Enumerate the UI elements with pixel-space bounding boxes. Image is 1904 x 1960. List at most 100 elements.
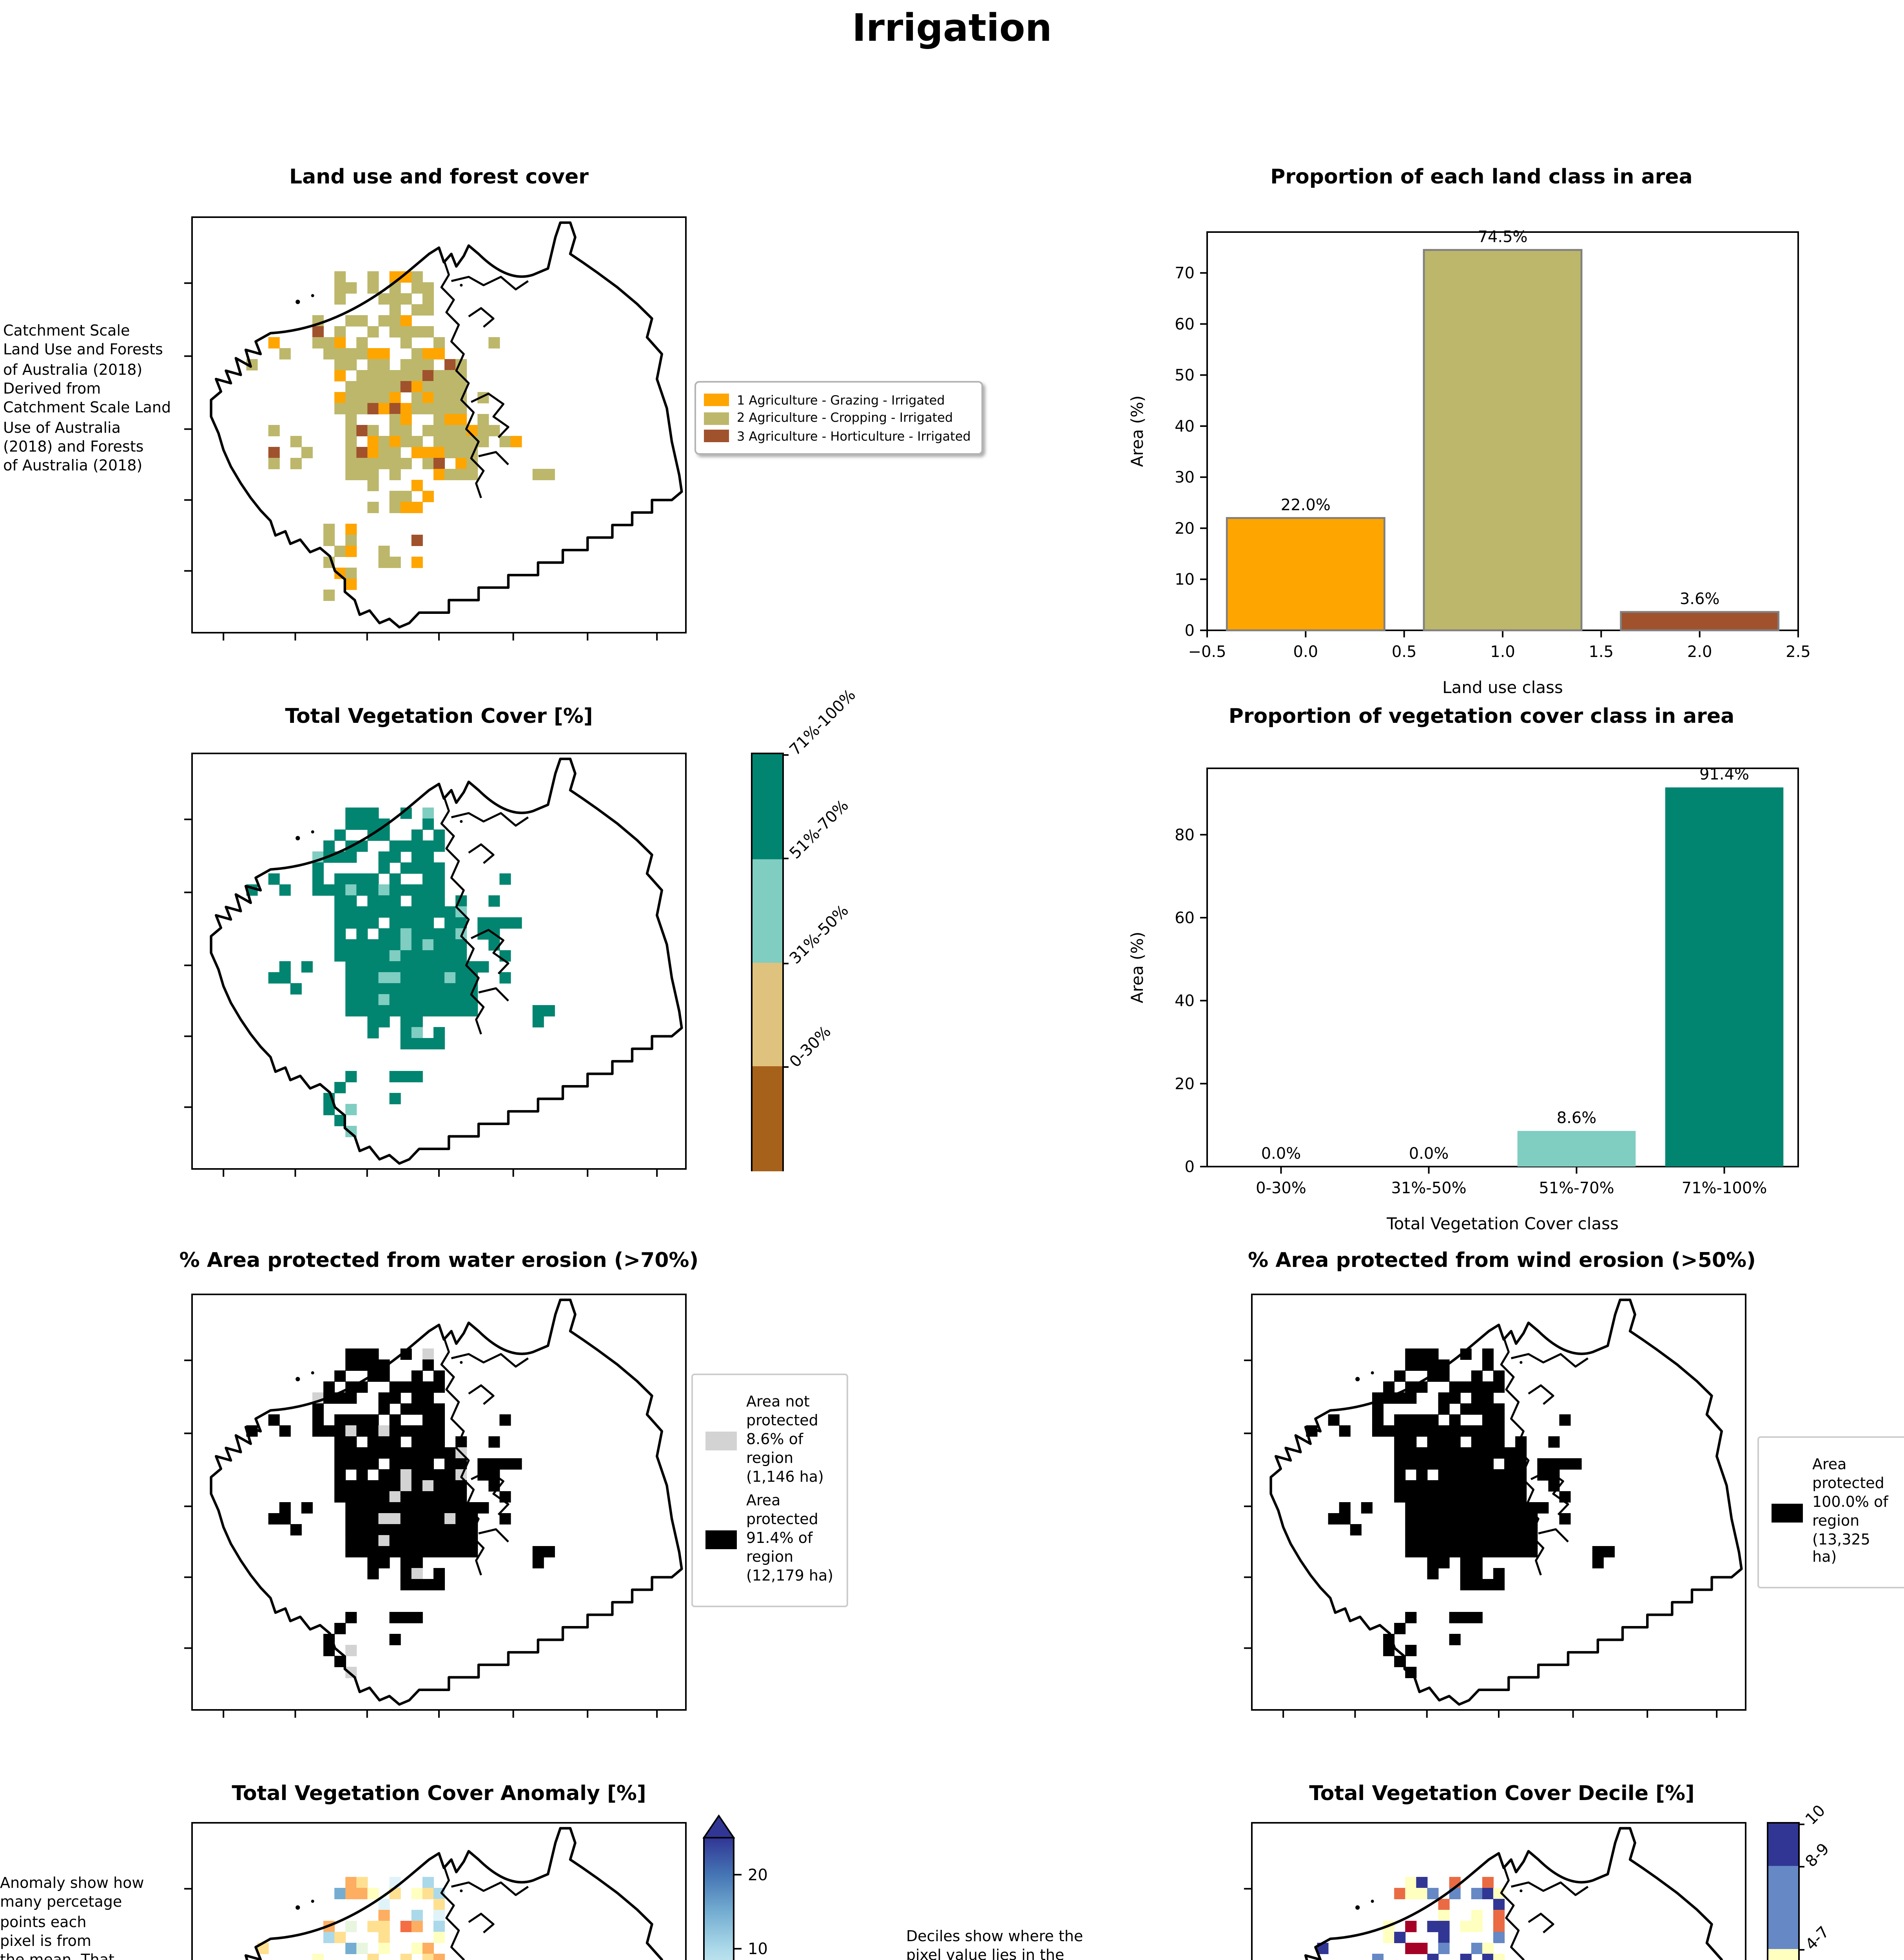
colorbar-extend-max bbox=[702, 1814, 735, 1838]
estuary-outline bbox=[1501, 1338, 1588, 1575]
x-tick-label: 0-30% bbox=[1256, 1179, 1306, 1197]
island-dot bbox=[1371, 1900, 1374, 1903]
colorbar-segment bbox=[753, 962, 782, 1067]
island-dot bbox=[296, 836, 300, 840]
axis-ticks bbox=[184, 282, 658, 641]
bar-value-label: 91.4% bbox=[1699, 766, 1749, 784]
island-dot bbox=[460, 1361, 463, 1364]
x-tick-label: 1.0 bbox=[1490, 643, 1515, 661]
legend-item: Area protected 100.0% of region (13,325 … bbox=[1772, 1457, 1894, 1568]
colorbar-segment bbox=[1768, 1948, 1798, 1960]
panel-title-land-class-chart: Proportion of each land class in area bbox=[1270, 166, 1693, 190]
colorbar-label: 4-7 bbox=[1803, 1923, 1833, 1954]
panel-title-anomaly-map: Total Vegetation Cover Anomaly [%] bbox=[232, 1783, 646, 1806]
legend-label: Area not protected 8.6% of region (1,146… bbox=[746, 1394, 824, 1486]
y-tick-label: 0 bbox=[1185, 1158, 1195, 1176]
island-dot bbox=[1520, 1361, 1523, 1364]
estuary-outline bbox=[441, 260, 528, 498]
map-frame bbox=[191, 216, 687, 633]
bar bbox=[1665, 787, 1784, 1167]
legend-item: 3 Agriculture - Horticulture - Irrigated bbox=[704, 429, 971, 443]
map-frame bbox=[1251, 1822, 1746, 1960]
anomaly-map bbox=[184, 1822, 687, 1960]
legend-label: Area protected 100.0% of region (13,325 … bbox=[1812, 1457, 1888, 1567]
axis-ticks bbox=[1244, 1359, 1718, 1718]
catchment-boundary bbox=[211, 1300, 682, 1704]
grazing-swatch bbox=[704, 394, 729, 406]
axis-ticks bbox=[184, 1359, 658, 1718]
y-tick-label: 0 bbox=[1185, 622, 1195, 640]
island-dot bbox=[311, 294, 314, 298]
panel-title-veg-cover-map: Total Vegetation Cover [%] bbox=[285, 706, 593, 729]
colorbar-label: 31%-50% bbox=[787, 902, 853, 967]
map-frame bbox=[191, 1294, 687, 1711]
water-erosion-map bbox=[184, 1294, 687, 1718]
bar bbox=[1423, 249, 1583, 632]
island-dot bbox=[296, 299, 300, 304]
island-dot bbox=[460, 820, 463, 823]
colorbar-label: 51%-70% bbox=[787, 798, 853, 864]
panel-title-land-use-map: Land use and forest cover bbox=[289, 166, 589, 190]
map-frame bbox=[1251, 1294, 1746, 1711]
x-tick-label: 2.0 bbox=[1687, 643, 1712, 661]
map-frame bbox=[191, 753, 687, 1170]
page-title: Irrigation bbox=[852, 6, 1052, 50]
island-dot bbox=[311, 830, 314, 834]
estuary-outline bbox=[441, 797, 528, 1034]
estuary-outline bbox=[1501, 1866, 1588, 1960]
catchment-boundary bbox=[211, 223, 682, 627]
island-dot bbox=[296, 1377, 300, 1381]
protected-swatch bbox=[1772, 1503, 1803, 1522]
y-tick-label: 10 bbox=[1175, 571, 1195, 589]
water-erosion-legend: Area not protected 8.6% of region (1,146… bbox=[691, 1374, 848, 1607]
island-dot bbox=[311, 1900, 314, 1903]
x-axis-label: Total Vegetation Cover class bbox=[1386, 1214, 1619, 1233]
island-dot bbox=[296, 1905, 300, 1910]
island-dot bbox=[1371, 1371, 1374, 1375]
y-tick-label: 20 bbox=[1175, 1075, 1195, 1093]
not-protected-swatch bbox=[705, 1431, 737, 1450]
y-tick-label: 40 bbox=[1175, 992, 1195, 1010]
panel-title-wind-erosion-map: % Area protected from wind erosion (>50%… bbox=[1248, 1250, 1756, 1273]
y-tick-label: 50 bbox=[1175, 367, 1195, 385]
colorbar-tick bbox=[782, 1066, 789, 1067]
colorbar-label: 0-30% bbox=[787, 1023, 835, 1071]
horticulture-swatch bbox=[704, 430, 729, 442]
land-use-legend: 1 Agriculture - Grazing - Irrigated 2 Ag… bbox=[695, 381, 983, 455]
bar-value-label: 8.6% bbox=[1557, 1109, 1597, 1127]
bar-value-label: 74.5% bbox=[1478, 228, 1527, 246]
plot-frame bbox=[1206, 768, 1799, 1167]
land-class-bar-chart: 0 10 20 30 40 50 60 70 −0.5 0.0 0.5 1.0 1.5 2.0 2.5 22.… bbox=[1128, 228, 1811, 697]
catchment-boundary bbox=[211, 759, 682, 1163]
colorbar-tick bbox=[1798, 1865, 1804, 1867]
veg-class-bar-chart: 0 20 40 60 80 0-30% 31%-50% 51%-70% 71%-100% 0.0%… bbox=[1128, 766, 1799, 1233]
pixel-layer bbox=[246, 1348, 555, 1678]
estuary-outline bbox=[441, 1866, 528, 1960]
anomaly-colorbar: 20100−10−20 bbox=[702, 1814, 768, 1960]
axis-ticks bbox=[1244, 1888, 1251, 1890]
x-tick-label: 71%-100% bbox=[1682, 1179, 1767, 1197]
veg-cover-colorbar: 0-30% 31%-50% 51%-70% 71%-100% bbox=[751, 687, 860, 1171]
colorbar-segment bbox=[753, 858, 782, 963]
bar bbox=[1226, 517, 1385, 632]
legend-item: 1 Agriculture - Grazing - Irrigated bbox=[704, 393, 971, 407]
island-dot bbox=[1520, 1889, 1523, 1893]
colorbar-tick bbox=[1798, 1948, 1804, 1950]
y-tick-label: 20 bbox=[1175, 519, 1195, 537]
panel-title-water-erosion-map: % Area protected from water erosion (>70… bbox=[179, 1250, 699, 1273]
wind-erosion-legend: Area protected 100.0% of region (13,325 … bbox=[1757, 1436, 1904, 1589]
legend-label: 2 Agriculture - Cropping - Irrigated bbox=[737, 411, 953, 425]
legend-label: 1 Agriculture - Grazing - Irrigated bbox=[737, 393, 945, 407]
decile-colorbar: 12-34-78-910 bbox=[1767, 1802, 1833, 1960]
colorbar-label: 8-9 bbox=[1803, 1840, 1833, 1871]
anomaly-caption: Anomaly show how many percetage points e… bbox=[0, 1875, 144, 1960]
bar-value-label: 3.6% bbox=[1680, 590, 1720, 608]
x-tick-label: 0.5 bbox=[1392, 643, 1417, 661]
legend-label: 3 Agriculture - Horticulture - Irrigated bbox=[737, 429, 971, 443]
y-tick-label: 60 bbox=[1175, 909, 1195, 927]
axis-ticks bbox=[184, 818, 658, 1177]
island-dot bbox=[460, 283, 463, 287]
axis-ticks bbox=[184, 1888, 191, 1890]
land-use-map bbox=[184, 216, 687, 641]
colorbar-tick-label: 10 bbox=[748, 1940, 768, 1958]
